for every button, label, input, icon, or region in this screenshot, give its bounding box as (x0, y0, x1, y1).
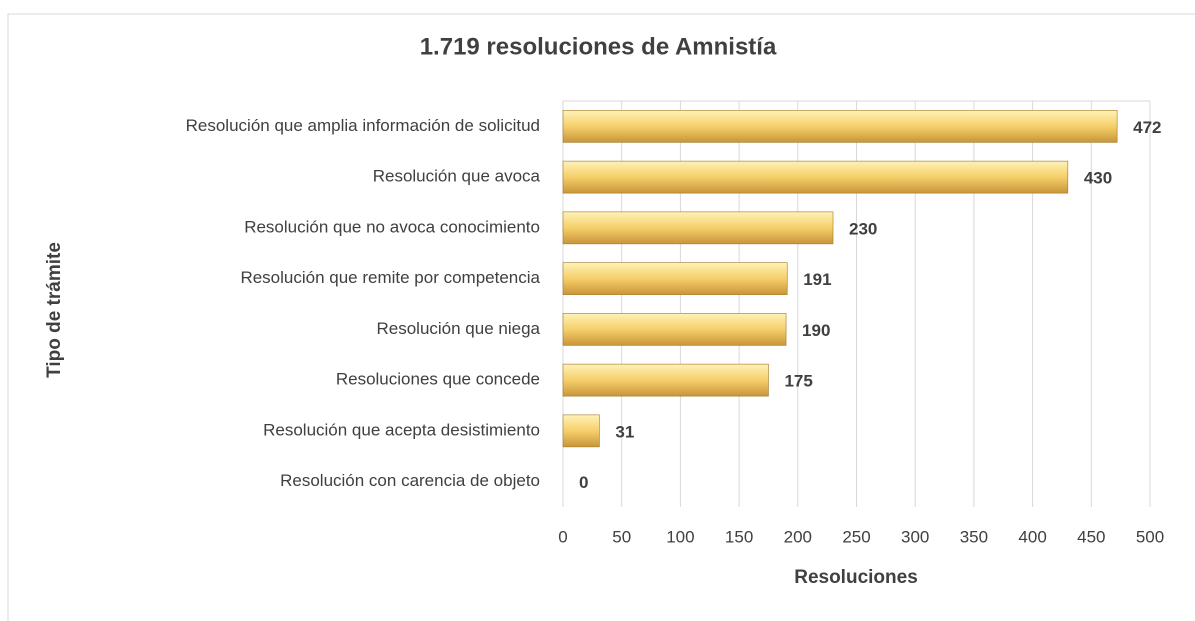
x-tick-label: 200 (784, 527, 812, 546)
y-tick-label: Resolución con carencia de objeto (280, 471, 540, 490)
y-axis-title: Tipo de trámite (44, 242, 65, 378)
x-tick-label: 350 (960, 527, 988, 546)
y-tick-label: Resolución que avoca (373, 167, 541, 186)
y-tick-label: Resoluciones que concede (336, 370, 540, 389)
bar (562, 414, 600, 448)
bar (562, 211, 834, 245)
x-tick-label: 300 (901, 527, 929, 546)
x-tick-label: 250 (842, 527, 870, 546)
value-label: 472 (1133, 118, 1161, 137)
value-label: 175 (784, 372, 812, 391)
y-tick-label: Resolución que amplia información de sol… (186, 116, 540, 135)
x-tick-label: 100 (666, 527, 694, 546)
value-label: 0 (579, 473, 588, 492)
value-label: 191 (803, 270, 831, 289)
bar (562, 110, 1118, 143)
bar (562, 262, 788, 295)
x-tick-label: 400 (1018, 527, 1046, 546)
x-tick-label: 0 (558, 527, 567, 546)
x-tick-label: 150 (725, 527, 753, 546)
bar (562, 313, 787, 346)
x-axis-title: Resoluciones (794, 567, 918, 588)
bar (562, 160, 1069, 194)
y-tick-label: Resolución que remite por competencia (240, 268, 540, 287)
value-label: 430 (1084, 169, 1112, 188)
bar (562, 363, 769, 397)
chart-title: 1.719 resoluciones de Amnistía (420, 33, 777, 60)
x-tick-label: 50 (612, 527, 631, 546)
y-tick-label: Resolución que no avoca conocimiento (244, 217, 540, 236)
x-tick-label: 450 (1077, 527, 1105, 546)
chart-frame (7, 13, 1195, 621)
value-label: 31 (615, 422, 634, 441)
y-tick-label: Resolución que acepta desistimiento (263, 420, 540, 439)
value-label: 190 (802, 321, 830, 340)
x-tick-label: 500 (1136, 527, 1164, 546)
y-tick-label: Resolución que niega (376, 319, 540, 338)
value-label: 230 (849, 219, 877, 238)
